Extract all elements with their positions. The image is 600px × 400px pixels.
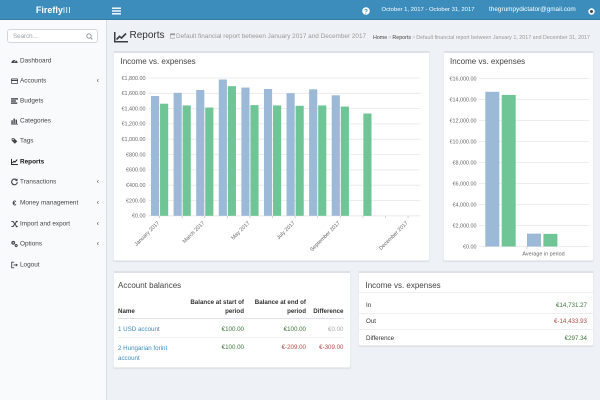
svg-text:€: € <box>12 201 16 207</box>
svg-text:€6,000.00: €6,000.00 <box>453 181 477 187</box>
svg-text:?: ? <box>364 8 368 15</box>
svg-text:€800.00: €800.00 <box>126 152 146 158</box>
svg-text:March 2017: March 2017 <box>182 220 206 244</box>
svg-text:€1,200.00: €1,200.00 <box>122 122 146 128</box>
svg-text:May 2017: May 2017 <box>230 220 251 241</box>
svg-text:Average in period: Average in period <box>522 252 564 258</box>
svg-text:January 2017: January 2017 <box>134 220 161 247</box>
svg-text:€12,000.00: €12,000.00 <box>450 118 477 124</box>
svg-text:€14,000.00: €14,000.00 <box>450 97 477 103</box>
svg-text:€1,800.00: €1,800.00 <box>122 76 146 82</box>
svg-text:€1,000.00: €1,000.00 <box>122 137 146 143</box>
svg-text:July 2017: July 2017 <box>276 220 297 241</box>
svg-text:€1,600.00: €1,600.00 <box>122 91 146 97</box>
svg-text:€8,000.00: €8,000.00 <box>453 160 477 166</box>
svg-text:€16,000.00: €16,000.00 <box>450 76 477 82</box>
svg-text:€10,000.00: €10,000.00 <box>450 139 477 145</box>
svg-text:December 2017: December 2017 <box>378 220 409 251</box>
svg-text:€600.00: €600.00 <box>126 168 146 174</box>
svg-text:€2,000.00: €2,000.00 <box>453 223 477 229</box>
svg-text:€4,000.00: €4,000.00 <box>453 202 477 208</box>
svg-text:€400.00: €400.00 <box>126 183 146 189</box>
svg-text:September 2017: September 2017 <box>309 220 341 252</box>
svg-text:€0.00: €0.00 <box>132 214 146 220</box>
svg-text:€200.00: €200.00 <box>126 198 146 204</box>
svg-text:€0.00: €0.00 <box>463 244 477 250</box>
svg-text:€1,400.00: €1,400.00 <box>122 106 146 112</box>
